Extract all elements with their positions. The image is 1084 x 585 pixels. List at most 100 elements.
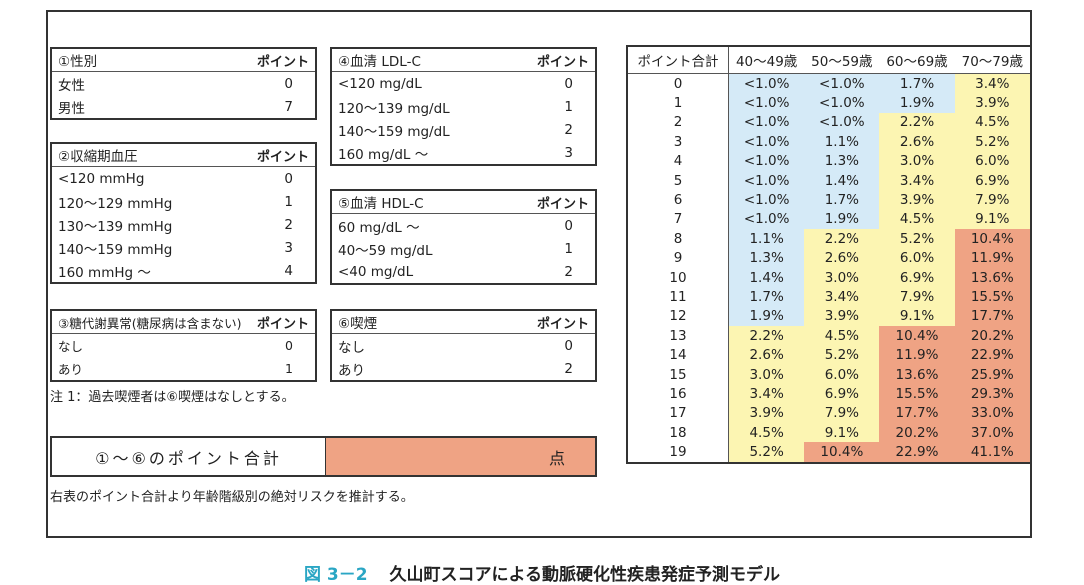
table-row: 7 <1.0% 1.9% 4.5% 9.1% <box>627 209 1031 230</box>
risk-cell: 15.5% <box>954 287 1031 307</box>
risk-cell: <1.0% <box>728 170 805 191</box>
point-value: 0 <box>285 338 293 353</box>
age-group-header: 50～59歳 <box>804 46 880 74</box>
table-row: 19 5.2% 10.4% 22.9% 41.1% <box>627 442 1031 463</box>
table-row: あり 2 <box>331 357 596 381</box>
point-total: 1 <box>627 93 729 113</box>
point-value: 3 <box>564 144 573 161</box>
point-value: 7 <box>284 98 293 115</box>
point-total: 3 <box>627 132 729 152</box>
risk-cell: 4.5% <box>954 112 1031 133</box>
criterion: 130～139 mmHg <box>58 218 173 235</box>
risk-cell: 1.9% <box>879 93 955 113</box>
table-row: 15 3.0% 6.0% 13.6% 25.9% <box>627 364 1031 385</box>
header-row: ③糖代謝異常(糖尿病は含まない) ポイント <box>51 310 316 334</box>
figure-number: 図 3－2 <box>303 565 368 585</box>
point-total-label: ①～⑥のポイント合計 <box>52 438 326 475</box>
risk-cell: 5.2% <box>804 345 880 365</box>
risk-cell: <1.0% <box>728 151 805 171</box>
risk-cell: 17.7% <box>954 306 1031 327</box>
risk-cell: <1.0% <box>728 93 805 113</box>
table-row: 男性 7 <box>51 95 316 119</box>
table-title: ①性別 <box>51 48 169 72</box>
header-row: ④血清 LDL-C ポイント <box>331 48 596 72</box>
risk-cell: 2.2% <box>804 229 880 249</box>
risk-cell: <1.0% <box>728 132 805 152</box>
figure-caption: 図 3－2 久山町スコアによる動脈硬化性疾患発症予測モデル <box>0 560 1084 585</box>
risk-table: ポイント合計 40～49歳 50～59歳 60～69歳 70～79歳 0 <1.0% <1.0… <box>626 45 1032 464</box>
point-value: 1 <box>285 361 293 376</box>
table-title: ③糖代謝異常(糖尿病は含まない) <box>51 310 251 334</box>
criterion: <120 mg/dL <box>338 75 422 92</box>
point-header: ポイント <box>250 310 316 334</box>
header-row: ①性別 ポイント <box>51 48 316 72</box>
table-row: 16 3.4% 6.9% 15.5% 29.3% <box>627 384 1031 404</box>
point-total: 8 <box>627 229 729 249</box>
criterion: 男性 <box>58 100 85 117</box>
point-total: 13 <box>627 326 729 346</box>
risk-cell: 22.9% <box>954 345 1031 365</box>
criterion: 40～59 mg/dL <box>338 242 433 259</box>
risk-cell: 2.6% <box>879 132 955 152</box>
table-row: 10 1.4% 3.0% 6.9% 13.6% <box>627 267 1031 288</box>
point-header: ポイント <box>448 310 596 334</box>
table-row: 140～159 mmHg 3 <box>51 236 316 259</box>
table-row: 女性 0 <box>51 72 316 96</box>
table-row: 120～129 mmHg 1 <box>51 190 316 213</box>
risk-cell: 13.6% <box>879 364 955 385</box>
table-row: 13 2.2% 4.5% 10.4% 20.2% <box>627 326 1031 346</box>
glucose-metabolism-table: ③糖代謝異常(糖尿病は含まない) ポイント なし 0 あり 1 <box>50 309 317 382</box>
point-value: 1 <box>564 98 573 115</box>
point-total: 6 <box>627 190 729 210</box>
risk-cell: 1.3% <box>728 248 805 268</box>
table-row: 0 <1.0% <1.0% 1.7% 3.4% <box>627 73 1031 94</box>
risk-cell: 7.9% <box>954 190 1031 210</box>
risk-cell: <1.0% <box>804 93 880 113</box>
criterion: <40 mg/dL <box>338 263 414 280</box>
risk-cell: 3.4% <box>879 170 955 191</box>
risk-cell: <1.0% <box>728 209 805 230</box>
risk-cell: 3.9% <box>728 403 805 424</box>
risk-cell: 6.0% <box>804 364 880 385</box>
table-title: ⑤血清 HDL-C <box>331 190 497 214</box>
risk-cell: 9.1% <box>804 423 880 443</box>
risk-cell: 10.4% <box>954 229 1031 249</box>
table-row: 40～59 mg/dL 1 <box>331 237 596 260</box>
risk-cell: 9.1% <box>879 306 955 327</box>
table-row: <120 mg/dL 0 <box>331 72 596 96</box>
criterion: 160 mg/dL ～ <box>338 146 429 163</box>
risk-cell: 1.4% <box>728 267 805 288</box>
table-row: 140～159 mg/dL 2 <box>331 118 596 141</box>
risk-cell: 1.7% <box>804 190 880 210</box>
risk-cell: 5.2% <box>879 229 955 249</box>
table-row: 9 1.3% 2.6% 6.0% 11.9% <box>627 248 1031 268</box>
point-total: 5 <box>627 170 729 191</box>
point-total: 12 <box>627 306 729 327</box>
header-row: ⑤血清 HDL-C ポイント <box>331 190 596 214</box>
table-row: 2 <1.0% <1.0% 2.2% 4.5% <box>627 112 1031 133</box>
criterion: 120～129 mmHg <box>58 195 173 212</box>
criterion: 60 mg/dL ～ <box>338 219 420 236</box>
risk-cell: 1.7% <box>728 287 805 307</box>
risk-cell: 3.0% <box>804 267 880 288</box>
sum-note: 右表のポイント合計より年齢階級別の絶対リスクを推計する。 <box>50 490 414 505</box>
point-total: 16 <box>627 384 729 404</box>
point-value: 0 <box>564 337 573 354</box>
point-total: 4 <box>627 151 729 171</box>
point-value: 1 <box>564 240 573 257</box>
risk-cell: 9.1% <box>954 209 1031 230</box>
table-title: ④血清 LDL-C <box>331 48 506 72</box>
table-row: 8 1.1% 2.2% 5.2% 10.4% <box>627 229 1031 249</box>
point-value: 4 <box>284 262 293 279</box>
risk-cell: 1.3% <box>804 151 880 171</box>
risk-cell: 2.2% <box>728 326 805 346</box>
table-row: 1 <1.0% <1.0% 1.9% 3.9% <box>627 93 1031 113</box>
table-row: <40 mg/dL 2 <box>331 260 596 284</box>
risk-cell: 10.4% <box>879 326 955 346</box>
point-unit: 点 <box>548 448 565 468</box>
criterion: あり <box>58 362 84 377</box>
point-total-field[interactable]: 点 <box>326 438 595 475</box>
table-title: ⑥喫煙 <box>331 310 449 334</box>
risk-cell: 1.4% <box>804 170 880 191</box>
point-total: 15 <box>627 364 729 385</box>
